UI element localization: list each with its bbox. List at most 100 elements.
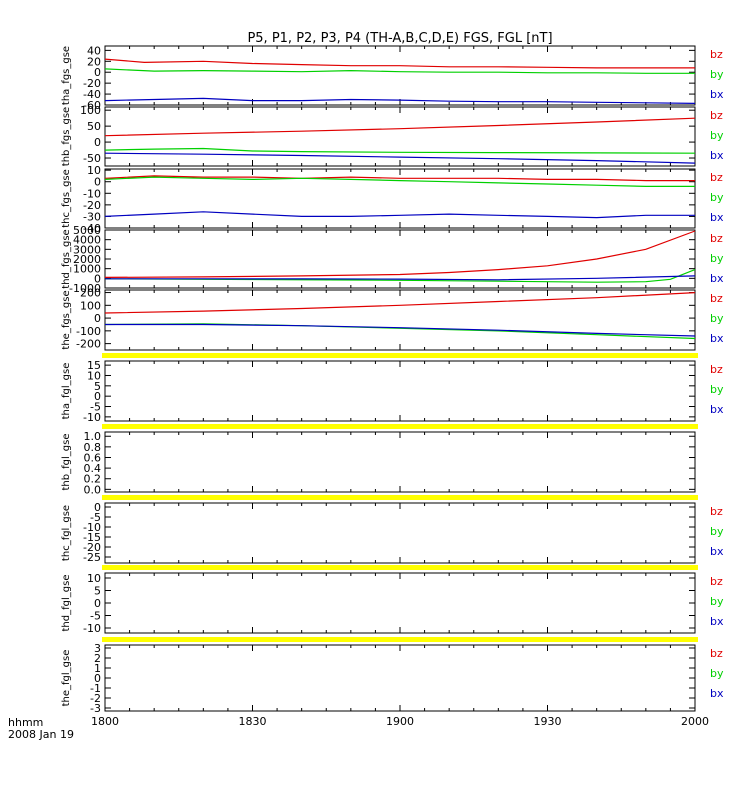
legend-bz: bz	[710, 292, 723, 305]
y-tick-label: 0.0	[84, 483, 102, 496]
legend-by: by	[710, 191, 724, 204]
legend-by: by	[710, 595, 724, 608]
y-tick-label: -200	[76, 338, 101, 351]
y-tick-label: 100	[80, 104, 101, 117]
y-tick-label: 3000	[73, 243, 101, 256]
series-line-by	[104, 269, 696, 283]
x-tick-label: 1800	[91, 715, 119, 728]
x-axis-labels: 1800 1830 1900 1930 2000	[91, 715, 709, 728]
no-data-bar	[102, 424, 698, 429]
series-line-bz	[104, 58, 695, 69]
chart-title: P5, P1, P2, P3, P4 (TH-A,B,C,D,E) FGS, F…	[247, 31, 552, 46]
legend-bz: bz	[710, 232, 723, 245]
legend-by: by	[710, 252, 724, 265]
y-axis-label: the_fgs_gse	[61, 290, 72, 349]
y-axis-label: thc_fgs_gse	[61, 169, 72, 228]
legend-by: by	[710, 525, 724, 538]
y-axis-label: thc_fgl_gse	[61, 505, 72, 561]
x-axis-label: hhmm	[8, 716, 43, 729]
x-tick-label: 2000	[681, 715, 709, 728]
y-tick-label: 0.8	[84, 441, 102, 454]
y-tick-label: 0	[94, 672, 101, 685]
y-tick-label: -40	[83, 88, 101, 101]
y-axis-label: thd_fgl_gse	[61, 575, 72, 632]
y-tick-label: -2	[90, 692, 101, 705]
panel-frame	[104, 360, 696, 422]
y-tick-label: -5	[90, 610, 101, 623]
panel-frame	[104, 502, 696, 564]
y-tick-label: -20	[83, 199, 101, 212]
y-tick-label: 10	[87, 164, 101, 177]
y-tick-label: 1	[94, 662, 101, 675]
y-tick-label: -40	[83, 222, 101, 235]
y-axis-label: tha_fgs_gse	[61, 46, 72, 105]
y-tick-label: 0	[94, 597, 101, 610]
legend-bx: bx	[710, 88, 724, 101]
panel-thc_fgl_gse: 0-5-10-15-20-25 thc_fgl_gse bz by bx	[61, 495, 724, 564]
series-line-by	[104, 176, 695, 187]
legend-bz: bz	[710, 505, 723, 518]
y-tick-label: -5	[90, 511, 101, 524]
legend-by: by	[710, 312, 724, 325]
y-tick-label: 10	[87, 369, 101, 382]
series-line-by	[104, 323, 696, 340]
legend-bz: bz	[710, 647, 723, 660]
legend-by: by	[710, 667, 724, 680]
y-tick-label: 5000	[73, 224, 101, 237]
y-tick-label: -60	[83, 99, 101, 112]
date-label: 2008 Jan 19	[8, 728, 74, 741]
series-line-bz	[104, 230, 696, 278]
y-tick-label: -10	[83, 187, 101, 200]
x-tick-label: 1930	[534, 715, 562, 728]
y-axis-label: tha_fgl_gse	[61, 363, 72, 420]
y-tick-label: 0.6	[84, 451, 102, 464]
y-tick-label: 2000	[73, 253, 101, 266]
y-tick-label: -3	[90, 702, 101, 715]
y-tick-label: 200	[80, 287, 101, 300]
panel-frame	[104, 644, 696, 712]
y-tick-label: 100	[80, 299, 101, 312]
y-tick-label: -25	[83, 551, 101, 564]
y-tick-label: 2	[94, 652, 101, 665]
y-tick-label: 50	[87, 120, 101, 133]
series-line-bx	[104, 211, 695, 219]
legend-by: by	[710, 129, 724, 142]
series-line-bx	[105, 275, 696, 281]
series-line-bz	[104, 117, 696, 137]
y-tick-label: -30	[83, 210, 101, 223]
y-tick-label: -20	[83, 77, 101, 90]
y-tick-label: -50	[83, 152, 101, 165]
y-tick-label: 0	[94, 272, 101, 285]
y-axis-label: thd_fgs_gse	[61, 229, 72, 288]
panel-thb_fgs_gse: 100 50 0 -50 thb_fgs_gse bz by bx	[61, 104, 724, 167]
legend-bx: bx	[710, 149, 724, 162]
legend-bx: bx	[710, 272, 724, 285]
y-tick-label: 15	[87, 359, 101, 372]
no-data-bar	[102, 637, 698, 642]
y-tick-label: -1000	[69, 282, 101, 295]
y-tick-label: 0	[94, 136, 101, 149]
y-axis-label: the_fgl_gse	[61, 650, 72, 707]
legend-bx: bx	[710, 403, 724, 416]
y-tick-label: 5	[94, 380, 101, 393]
series-line-by	[104, 147, 696, 154]
series-line-bz	[104, 175, 695, 182]
panel-frame	[104, 289, 696, 351]
legend-by: by	[710, 383, 724, 396]
y-tick-label: 1000	[73, 263, 101, 276]
y-axis-label: thb_fgl_gse	[61, 434, 72, 491]
panel-thc_fgs_gse: 100-10-20-30-40 thc_fgs_gse bz by bx	[61, 164, 724, 235]
legend-bz: bz	[710, 363, 723, 376]
y-tick-label: -10	[83, 622, 101, 635]
y-tick-label: -15	[83, 531, 101, 544]
series-line-bz	[104, 292, 696, 314]
x-tick-label: 1900	[386, 715, 414, 728]
y-tick-label: 40	[87, 44, 101, 57]
y-tick-label: 1.0	[84, 430, 102, 443]
y-tick-label: -20	[83, 541, 101, 554]
